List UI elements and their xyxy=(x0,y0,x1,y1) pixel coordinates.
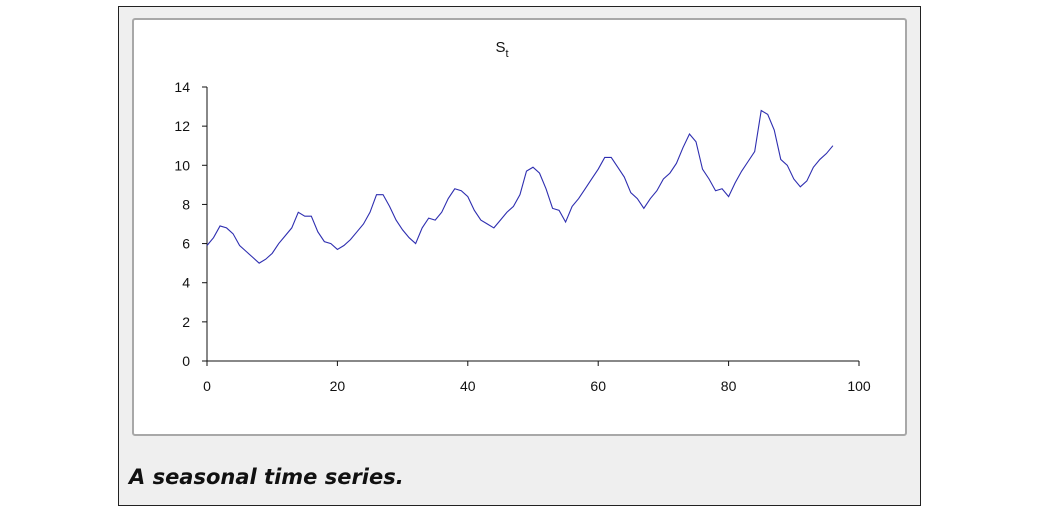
x-tick-label: 100 xyxy=(847,378,871,394)
line-chart: St 0 2 4 6 8 10 12 14 0 20 40 60 80 100 xyxy=(174,39,870,394)
y-tick-label: 10 xyxy=(174,157,190,173)
series-line-st xyxy=(206,109,834,264)
y-tick-label: 6 xyxy=(182,236,190,252)
ticks: 0 2 4 6 8 10 12 14 0 20 40 60 80 100 xyxy=(174,79,870,394)
y-tick-label: 2 xyxy=(182,314,190,330)
x-tick-label: 40 xyxy=(460,378,476,394)
y-tick-label: 12 xyxy=(174,118,190,134)
y-tick-label: 8 xyxy=(182,196,190,212)
figure-caption: A seasonal time series. xyxy=(129,465,404,489)
x-tick-label: 0 xyxy=(203,378,211,394)
chart-title-subscript: t xyxy=(505,48,508,60)
y-tick-label: 0 xyxy=(182,353,190,369)
y-tick-label: 14 xyxy=(174,79,190,95)
chart-area: St 0 2 4 6 8 10 12 14 0 20 40 60 80 100 xyxy=(132,18,907,436)
chart-title-main: S xyxy=(495,39,505,56)
x-tick-label: 80 xyxy=(721,378,737,394)
y-tick-label: 4 xyxy=(182,275,190,291)
x-tick-label: 20 xyxy=(330,378,346,394)
x-tick-label: 60 xyxy=(590,378,606,394)
figure-frame: St 0 2 4 6 8 10 12 14 0 20 40 60 80 100 A seasonal ti… xyxy=(118,6,921,506)
chart-title: St xyxy=(495,39,508,60)
axes xyxy=(206,87,859,362)
